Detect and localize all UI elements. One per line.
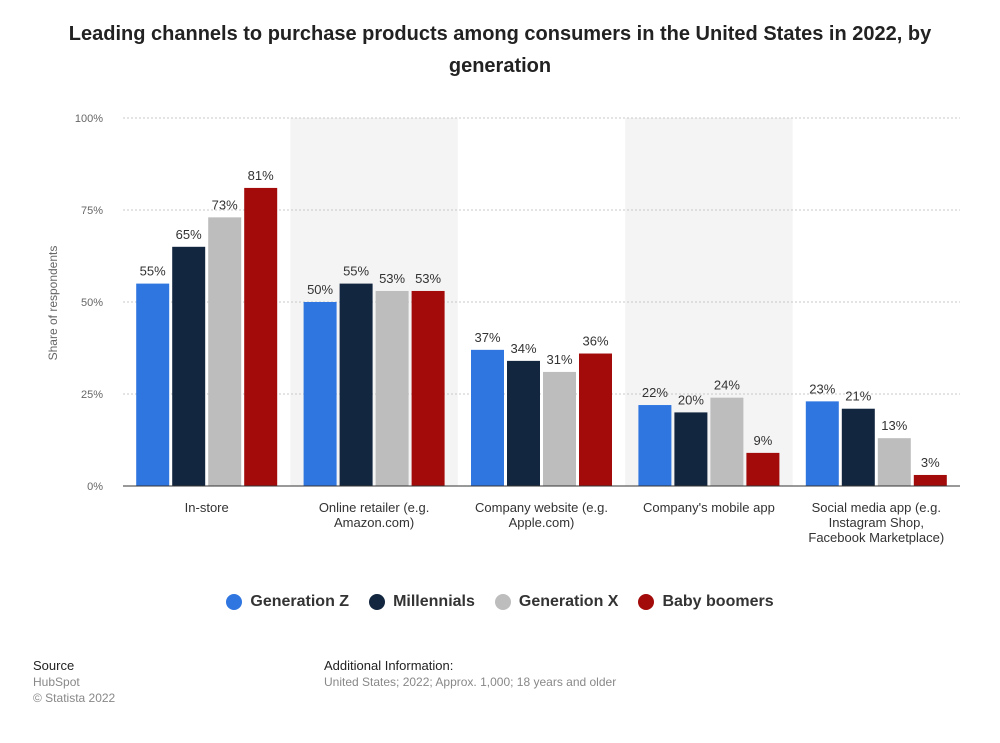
data-label: 65% [176,227,202,242]
x-axis: In-store Online retailer (e.g. Amazon.com)… [123,485,960,545]
data-label: 13% [881,418,907,433]
y-axis-label: Share of respondents [46,246,60,361]
x-tick-label-line: Social media app (e.g. [812,500,941,515]
gridlines [123,117,960,395]
data-label: 36% [582,334,608,349]
bar [172,246,206,486]
bar-chart: 0% 25% 50% 75% 100% 55% 65% 73% 81% 50% 55% 53% 53%… [46,113,960,545]
legend-item[interactable]: Baby boomers [638,593,774,611]
legend-swatch [369,594,386,610]
data-label: 34% [510,341,536,356]
bar [913,474,947,486]
bar [877,438,911,486]
bar [507,360,540,486]
x-tick-label-line: Amazon.com) [334,515,414,530]
x-tick-label-line: Apple.com) [509,515,575,530]
data-label: 9% [754,433,773,448]
bars [136,187,947,487]
data-label: 73% [212,197,238,212]
bar [710,397,744,486]
x-tick-label-line: In-store [185,500,229,515]
source-heading: Source [33,658,75,673]
bar [746,452,780,486]
x-tick-label: Social media app (e.g. Instagram Shop, Fac… [808,500,944,545]
data-label: 55% [343,264,369,279]
bar [841,408,875,486]
y-tick-label: 0% [87,481,103,493]
legend-item[interactable]: Generation Z [226,593,349,611]
bar [375,290,409,486]
data-label: 20% [678,392,704,407]
legend-label: Baby boomers [662,593,774,610]
data-label: 3% [921,455,940,470]
legend-label: Millennials [393,593,475,610]
y-tick-label: 100% [75,113,103,125]
legend-label: Generation Z [250,593,350,610]
y-tick-label: 75% [81,205,103,217]
legend-swatch [494,594,511,610]
bar [136,283,170,486]
y-axis: 0% 25% 50% 75% 100% [75,113,103,493]
bar [411,290,445,486]
source-name[interactable]: HubSpot [33,675,80,689]
data-label: 21% [845,389,871,404]
x-tick-label-line: Facebook Marketplace) [808,530,944,545]
bar [244,187,278,487]
chart-title: Leading channels to purchase products am… [68,23,932,77]
bar [543,371,576,486]
bar [579,353,612,486]
legend-swatch [226,594,243,610]
y-tick-label: 25% [81,389,103,401]
data-label: 31% [546,352,572,367]
data-label: 55% [140,264,166,279]
legend-swatch [638,594,655,610]
x-tick-label-line: Online retailer (e.g. [319,500,430,515]
source-block: Source HubSpot © Statista 2022 [33,658,115,706]
data-label: 81% [248,168,274,183]
x-tick-label: Company's mobile app [643,500,775,515]
bar [208,217,242,487]
x-tick-label-line: Instagram Shop, [829,515,924,530]
data-label: 23% [809,381,835,396]
additional-info-text: United States; 2022; Approx. 1,000; 18 y… [324,675,617,689]
copyright: © Statista 2022 [33,691,116,705]
x-tick-label: Online retailer (e.g. Amazon.com) [319,500,430,530]
bar [805,401,839,486]
bar [303,302,337,486]
data-label: 24% [714,378,740,393]
data-label: 53% [415,271,441,286]
additional-info-heading: Additional Information: [324,658,454,673]
bar [674,412,708,486]
data-label: 37% [474,330,500,345]
data-label: 50% [307,282,333,297]
legend-label: Generation X [518,593,619,610]
x-tick-label: In-store [185,500,229,515]
legend-item[interactable]: Millennials [369,593,475,611]
bar [471,349,504,486]
legend: Generation Z Millennials Generation X Baby … [0,593,1000,611]
x-tick-label-line: Company website (e.g. [475,500,608,515]
data-labels: 55% 65% 73% 81% 50% 55% 53% 53% 37% 34% 31% 36% 22% 2… [140,168,940,470]
data-label: 53% [379,271,405,286]
y-tick-label: 50% [81,297,103,309]
bar [638,405,672,486]
bar [339,283,373,486]
data-label: 22% [642,385,668,400]
x-tick-label-line: Company's mobile app [643,500,775,515]
legend-item[interactable]: Generation X [494,593,619,611]
additional-info-block: Additional Information: United States; 2… [324,658,616,690]
x-tick-label: Company website (e.g. Apple.com) [475,500,608,530]
